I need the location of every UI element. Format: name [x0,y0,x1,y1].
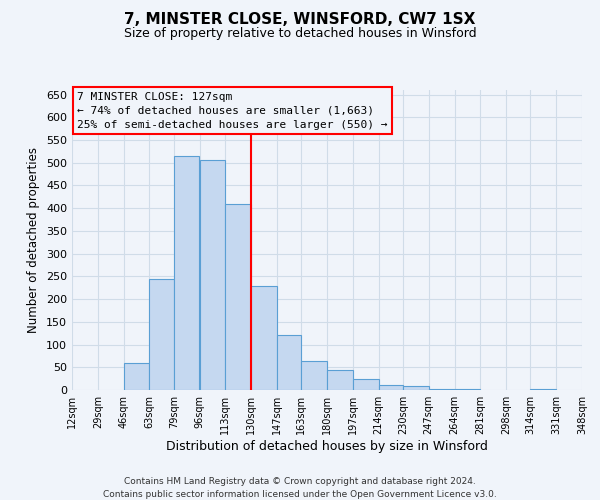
Bar [428,388,455,390]
Y-axis label: Number of detached properties: Number of detached properties [28,147,40,333]
Text: Contains HM Land Registry data © Crown copyright and database right 2024.: Contains HM Land Registry data © Crown c… [124,478,476,486]
Bar [379,386,403,390]
Bar [455,388,481,390]
Text: 7 MINSTER CLOSE: 127sqm
← 74% of detached houses are smaller (1,663)
25% of semi: 7 MINSTER CLOSE: 127sqm ← 74% of detache… [77,92,388,130]
Bar [353,378,379,390]
Bar [124,362,149,390]
Bar [173,156,199,390]
Text: 7, MINSTER CLOSE, WINSFORD, CW7 1SX: 7, MINSTER CLOSE, WINSFORD, CW7 1SX [124,12,476,28]
Bar [251,286,277,390]
Bar [277,336,301,390]
Text: Contains public sector information licensed under the Open Government Licence v3: Contains public sector information licen… [103,490,497,499]
X-axis label: Distribution of detached houses by size in Winsford: Distribution of detached houses by size … [166,440,488,453]
Bar [149,278,173,390]
Text: Size of property relative to detached houses in Winsford: Size of property relative to detached ho… [124,28,476,40]
Bar [226,204,251,390]
Bar [301,362,327,390]
Bar [327,370,353,390]
Bar [403,386,428,390]
Bar [199,160,226,390]
Bar [530,388,556,390]
